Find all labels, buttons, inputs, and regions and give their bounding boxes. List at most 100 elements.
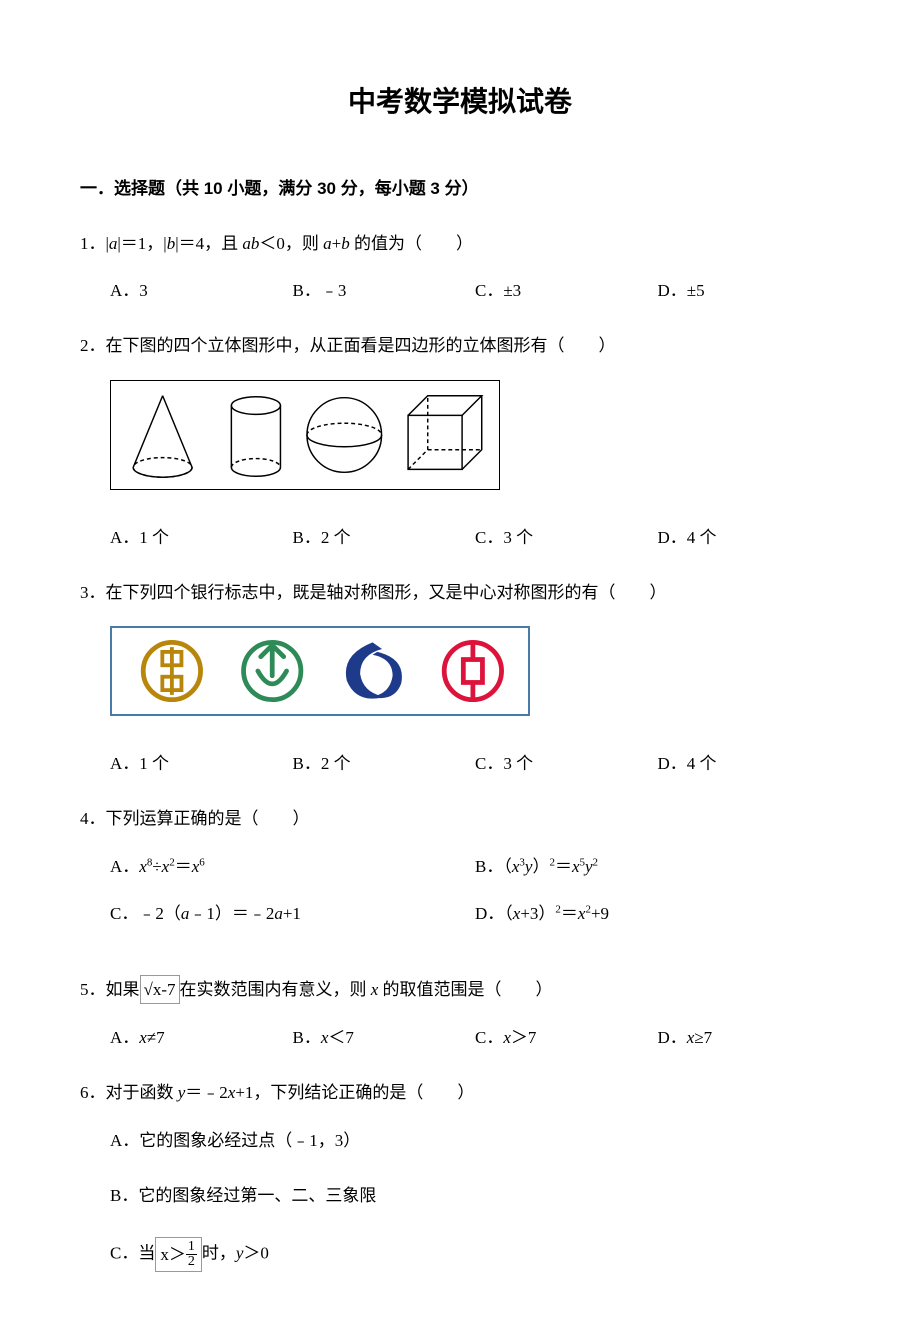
t: 如果 — [106, 980, 140, 999]
v: a — [274, 904, 283, 923]
q1-opt-c: C．±3 — [475, 277, 658, 304]
t: 下列运算正确的是（ ） — [106, 809, 310, 828]
t: +1，下列结论正确的是（ ） — [235, 1083, 474, 1102]
q2-opt-b: B．2 个 — [293, 524, 476, 551]
bank-logos — [110, 626, 530, 716]
t: ≥7 — [694, 1028, 712, 1047]
question-1: 1．|a|＝1，|b|＝4，且 ab＜0，则 a+b 的值为（ ） A．3 B．… — [80, 230, 840, 304]
q3-opt-d: D．4 个 — [658, 750, 841, 777]
q2-opt-d: D．4 个 — [658, 524, 841, 551]
t: ÷ — [152, 857, 161, 876]
q3-opt-a: A．1 个 — [110, 750, 293, 777]
t: ＝ — [561, 904, 578, 923]
frac-num: 1 — [186, 1240, 197, 1255]
t: C． — [475, 1028, 503, 1047]
t: 对于函数 — [106, 1083, 178, 1102]
t: ＜7 — [328, 1028, 354, 1047]
q2-opt-a: A．1 个 — [110, 524, 293, 551]
t: ＞7 — [511, 1028, 537, 1047]
q1-opt-b: B．﹣3 — [293, 277, 476, 304]
q6-num: 6． — [80, 1083, 106, 1102]
q3-stem: 3．在下列四个银行标志中，既是轴对称图形，又是中心对称图形的有（ ） — [80, 579, 840, 606]
t: ＝﹣2 — [185, 1083, 228, 1102]
t: ≠7 — [147, 1028, 165, 1047]
t: 在实数范围内有意义，则 — [180, 980, 371, 999]
q2-opt-c: C．3 个 — [475, 524, 658, 551]
t: +1 — [283, 904, 301, 923]
question-2: 2．在下图的四个立体图形中，从正面看是四边形的立体图形有（ ） — [80, 332, 840, 551]
q2-options: A．1 个 B．2 个 C．3 个 D．4 个 — [80, 524, 840, 551]
t: ﹣1）＝﹣2 — [189, 904, 274, 923]
q5-num: 5． — [80, 980, 106, 999]
q4-options: A．x8÷x2＝x6 B．（x3y）2＝x5y2 C．﹣2（a﹣1）＝﹣2a+1… — [80, 853, 840, 947]
q3-figure — [80, 626, 840, 724]
ccb-logo-icon — [346, 642, 402, 698]
t: + — [332, 234, 342, 253]
q4-opt-b: B．（x3y）2＝x5y2 — [475, 853, 840, 880]
q1-num: 1． — [80, 234, 106, 253]
boc-logo-icon — [444, 642, 501, 699]
v: x — [139, 1028, 147, 1047]
q3-options: A．1 个 B．2 个 C．3 个 D．4 个 — [80, 750, 840, 777]
t: |＝1，| — [117, 234, 166, 253]
t: 时， — [202, 1243, 236, 1262]
sup: 2 — [593, 856, 599, 868]
sqrt-expr: √x-7 — [140, 975, 180, 1004]
t: C．﹣2（ — [110, 904, 181, 923]
q6-stem: 6．对于函数 y＝﹣2x+1，下列结论正确的是（ ） — [80, 1079, 840, 1106]
t: A． — [110, 1028, 139, 1047]
var-a: a — [323, 234, 332, 253]
q1-opt-d: D．±5 — [658, 277, 841, 304]
q6-opt-b: B．它的图象经过第一、二、三象限 — [80, 1182, 840, 1209]
q6-opt-a: A．它的图象必经过点（﹣1，3） — [80, 1127, 840, 1154]
t: 的取值范围是（ ） — [378, 980, 552, 999]
t: ＝ — [175, 857, 192, 876]
q1-stem: 1．|a|＝1，|b|＝4，且 ab＜0，则 a+b 的值为（ ） — [80, 230, 840, 257]
t: ＞ — [169, 1241, 186, 1268]
q5-options: A．x≠7 B．x＜7 C．x＞7 D．x≥7 — [80, 1024, 840, 1051]
fraction: 12 — [186, 1240, 197, 1269]
q5-stem: 5．如果√x-7在实数范围内有意义，则 x 的取值范围是（ ） — [80, 975, 840, 1004]
t: D． — [658, 1028, 687, 1047]
v: x — [160, 1241, 169, 1268]
t: +9 — [591, 904, 609, 923]
question-6: 6．对于函数 y＝﹣2x+1，下列结论正确的是（ ） A．它的图象必经过点（﹣1… — [80, 1079, 840, 1272]
q4-stem: 4．下列运算正确的是（ ） — [80, 805, 840, 832]
solids-diagram — [110, 380, 500, 490]
q2-figure — [80, 380, 840, 498]
q5-opt-d: D．x≥7 — [658, 1024, 841, 1051]
t: B． — [293, 1028, 321, 1047]
sup: 6 — [199, 856, 205, 868]
question-4: 4．下列运算正确的是（ ） A．x8÷x2＝x6 B．（x3y）2＝x5y2 C… — [80, 805, 840, 947]
abc-logo-icon — [244, 642, 301, 699]
q3-num: 3． — [80, 583, 106, 602]
section-header: 一．选择题（共 10 小题，满分 30 分，每小题 3 分） — [80, 175, 840, 202]
t: ＞0 — [243, 1243, 269, 1262]
v: x — [139, 857, 147, 876]
t: ） — [532, 857, 549, 876]
q1-options: A．3 B．﹣3 C．±3 D．±5 — [80, 277, 840, 304]
frac-den: 2 — [186, 1255, 197, 1269]
icbc-logo-icon — [143, 642, 200, 699]
v: x — [503, 1028, 511, 1047]
question-5: 5．如果√x-7在实数范围内有意义，则 x 的取值范围是（ ） A．x≠7 B．… — [80, 975, 840, 1051]
q4-opt-d: D．（x+3）2＝x2+9 — [475, 900, 840, 927]
q4-opt-a: A．x8÷x2＝x6 — [110, 853, 475, 880]
t: |＝4，且 — [175, 234, 242, 253]
t: ＜0，则 — [259, 234, 323, 253]
frac-expr: x＞12 — [155, 1237, 202, 1272]
t: A． — [110, 857, 139, 876]
t: D．（ — [475, 904, 513, 923]
page-title: 中考数学模拟试卷 — [80, 80, 840, 125]
q5-opt-a: A．x≠7 — [110, 1024, 293, 1051]
t: 在下列四个银行标志中，既是轴对称图形，又是中心对称图形的有（ ） — [106, 583, 667, 602]
q2-num: 2． — [80, 336, 106, 355]
q2-stem: 2．在下图的四个立体图形中，从正面看是四边形的立体图形有（ ） — [80, 332, 840, 359]
t: 的值为（ ） — [350, 234, 473, 253]
q3-opt-c: C．3 个 — [475, 750, 658, 777]
var-b: b — [341, 234, 350, 253]
t: 在下图的四个立体图形中，从正面看是四边形的立体图形有（ ） — [106, 336, 616, 355]
q4-opt-c: C．﹣2（a﹣1）＝﹣2a+1 — [110, 900, 475, 927]
t: C．当 — [110, 1243, 155, 1262]
var-b: b — [167, 234, 176, 253]
